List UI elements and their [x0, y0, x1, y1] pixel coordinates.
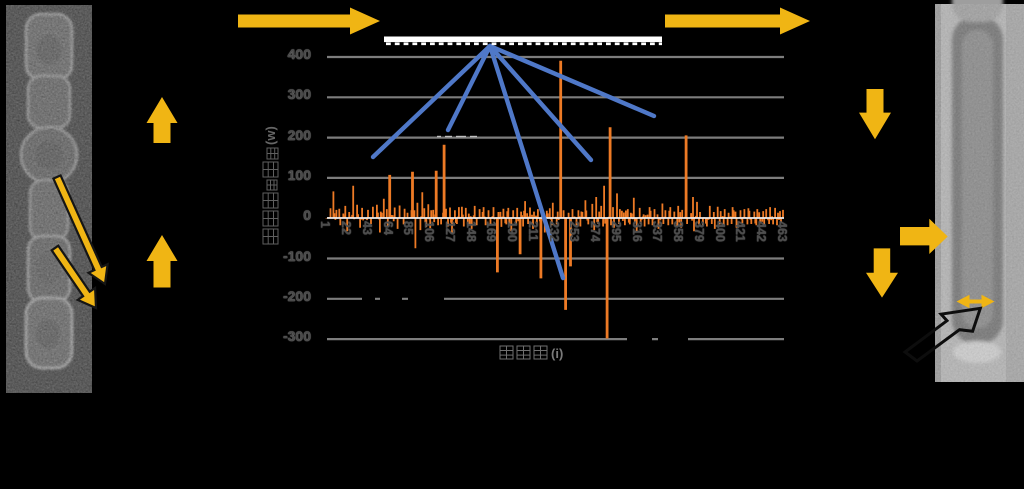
- svg-text:(i): (i): [551, 346, 563, 361]
- svg-text:(w): (w): [263, 126, 278, 145]
